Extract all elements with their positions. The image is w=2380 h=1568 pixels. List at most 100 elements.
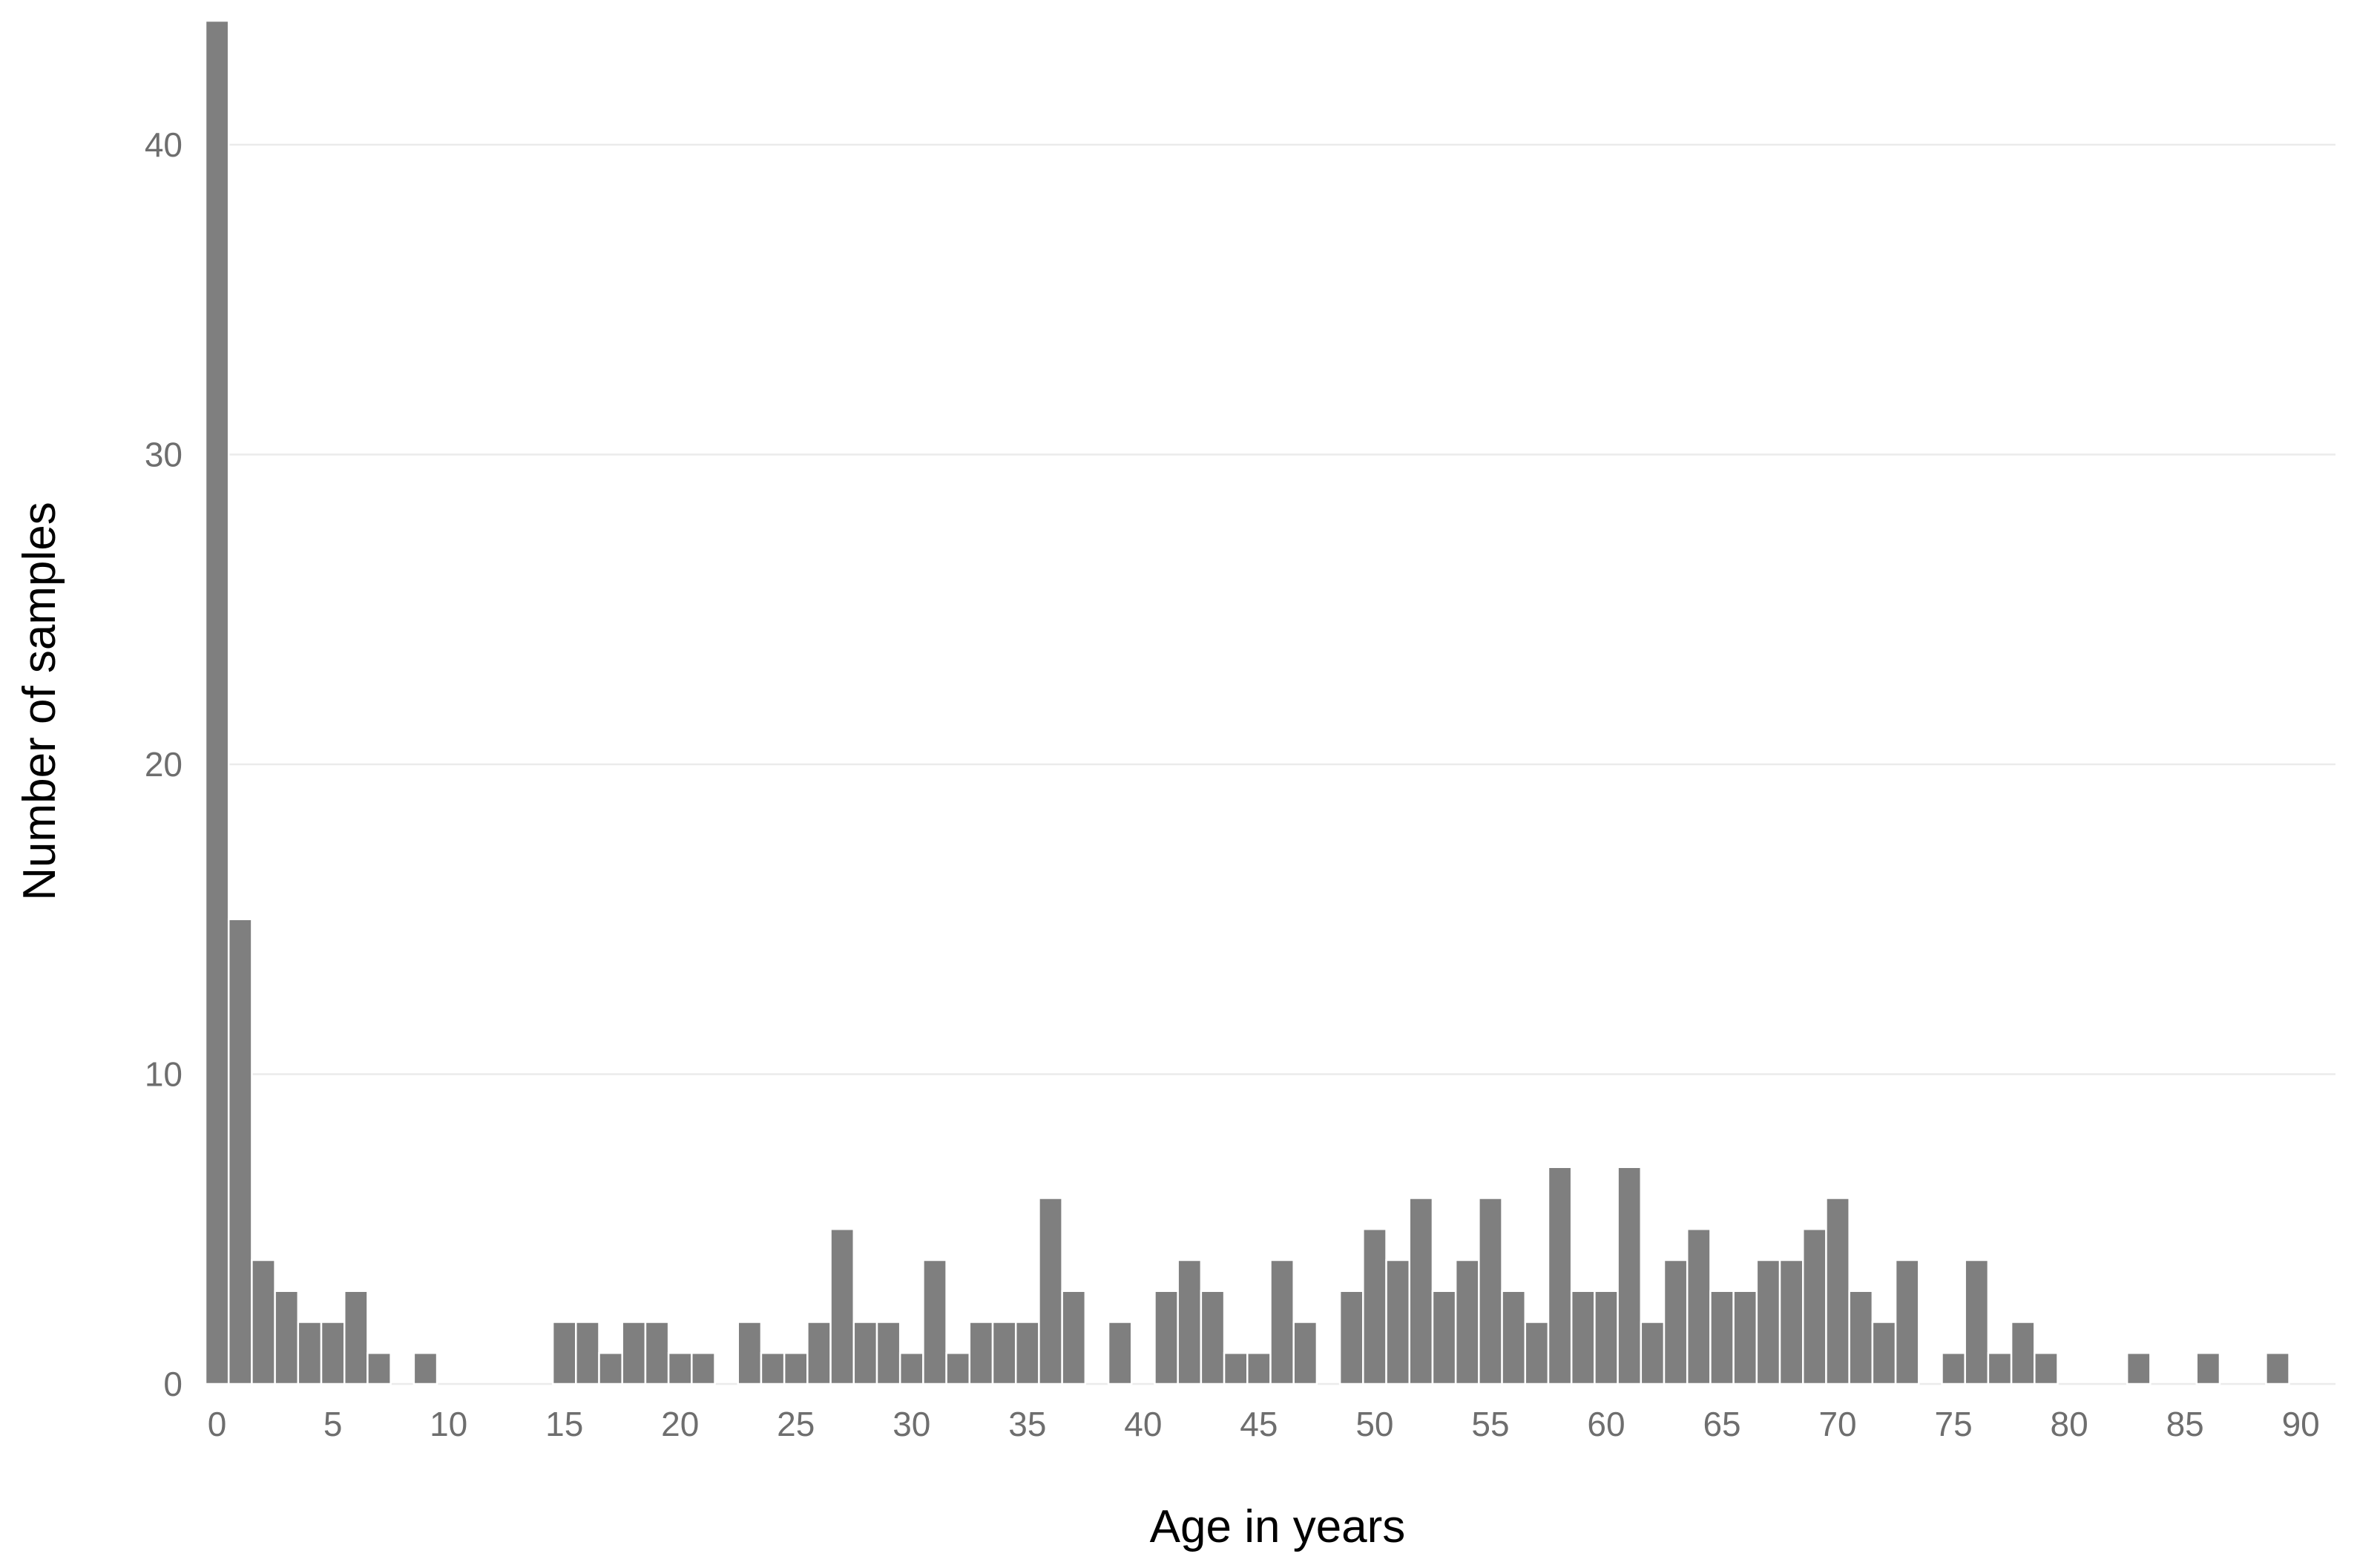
bar-age-66 <box>1732 1290 1758 1385</box>
bar-age-39 <box>1107 1321 1133 1385</box>
x-tick-label: 50 <box>1355 1405 1393 1443</box>
gridlines <box>206 143 2335 1385</box>
bar-age-57 <box>1524 1321 1550 1385</box>
bar-age-4 <box>297 1321 323 1385</box>
bar-age-53 <box>1431 1290 1457 1385</box>
bar-age-15 <box>551 1321 577 1385</box>
x-tick-label: 20 <box>661 1405 699 1443</box>
bar-age-21 <box>691 1352 716 1385</box>
bar-age-30 <box>898 1352 924 1385</box>
y-tick-label: 30 <box>145 436 183 474</box>
bar-age-1 <box>227 918 253 1385</box>
bar-age-2 <box>251 1259 276 1385</box>
bar-age-34 <box>991 1321 1017 1385</box>
bar-age-49 <box>1338 1290 1364 1385</box>
bar-age-54 <box>1454 1259 1480 1385</box>
bar-age-37 <box>1061 1290 1087 1385</box>
bar-age-27 <box>829 1228 855 1385</box>
bar-age-26 <box>806 1321 832 1385</box>
bar-age-20 <box>667 1352 693 1385</box>
bar-age-71 <box>1848 1290 1874 1385</box>
y-tick-label: 0 <box>163 1365 183 1403</box>
bar-age-78 <box>2010 1321 2036 1385</box>
x-tick-label: 45 <box>1240 1405 1278 1443</box>
bar-age-46 <box>1269 1259 1295 1385</box>
bar-age-70 <box>1825 1197 1850 1385</box>
bar-age-75 <box>1941 1352 1966 1385</box>
bar-age-45 <box>1246 1352 1272 1385</box>
bar-age-86 <box>2195 1352 2221 1385</box>
bar-age-50 <box>1362 1228 1387 1385</box>
y-axis-title: Number of samples <box>14 502 65 901</box>
y-axis-ticks: 0 10 20 30 40 <box>145 125 183 1403</box>
bar-age-23 <box>737 1321 763 1385</box>
bar-age-42 <box>1177 1259 1203 1385</box>
x-tick-label: 5 <box>323 1405 343 1443</box>
bar-age-67 <box>1755 1259 1781 1385</box>
bar-age-19 <box>644 1321 670 1385</box>
x-tick-label: 85 <box>2166 1405 2204 1443</box>
bar-age-79 <box>2034 1352 2059 1385</box>
x-tick-label: 0 <box>208 1405 227 1443</box>
bar-age-56 <box>1501 1290 1527 1385</box>
y-tick-label: 40 <box>145 125 183 164</box>
x-axis-ticks: 0 5 10 15 20 25 30 35 40 45 50 55 60 65 70 75 80 85 90 <box>208 1405 2320 1443</box>
bar-age-47 <box>1292 1321 1318 1385</box>
bar-age-68 <box>1778 1259 1804 1385</box>
bar-age-61 <box>1617 1166 1643 1385</box>
bar-age-43 <box>1200 1290 1226 1385</box>
bar-age-52 <box>1408 1197 1434 1385</box>
x-tick-label: 70 <box>1818 1405 1856 1443</box>
bar-age-59 <box>1570 1290 1596 1385</box>
bar-age-63 <box>1663 1259 1689 1385</box>
x-tick-label: 75 <box>1935 1405 1973 1443</box>
x-tick-label: 65 <box>1703 1405 1740 1443</box>
bar-age-72 <box>1871 1321 1897 1385</box>
bar-age-89 <box>2265 1352 2290 1385</box>
bar-age-9 <box>412 1352 438 1385</box>
bar-age-18 <box>621 1321 647 1385</box>
bar-age-5 <box>320 1321 346 1385</box>
x-tick-label: 25 <box>777 1405 815 1443</box>
bar-age-76 <box>1964 1259 1990 1385</box>
bar-age-83 <box>2126 1352 2151 1385</box>
bar-age-60 <box>1594 1290 1619 1385</box>
bar-age-7 <box>366 1352 392 1385</box>
x-tick-label: 55 <box>1471 1405 1509 1443</box>
bar-age-31 <box>922 1259 947 1385</box>
bar-age-64 <box>1686 1228 1712 1385</box>
bar-age-24 <box>760 1352 786 1385</box>
x-axis-title: Age in years <box>1150 1501 1406 1552</box>
bar-age-41 <box>1154 1290 1179 1385</box>
bar-age-35 <box>1014 1321 1040 1385</box>
bar-age-65 <box>1709 1290 1735 1385</box>
bar-age-17 <box>598 1352 623 1385</box>
bars <box>204 19 2290 1385</box>
bar-age-32 <box>945 1352 971 1385</box>
bar-age-58 <box>1547 1166 1573 1385</box>
x-tick-label: 60 <box>1587 1405 1625 1443</box>
x-tick-label: 30 <box>892 1405 930 1443</box>
x-tick-label: 10 <box>430 1405 467 1443</box>
x-tick-label: 40 <box>1124 1405 1162 1443</box>
bar-age-29 <box>875 1321 901 1385</box>
y-tick-label: 20 <box>145 745 183 784</box>
x-tick-label: 90 <box>2282 1405 2320 1443</box>
x-tick-label: 15 <box>545 1405 583 1443</box>
bar-age-25 <box>783 1352 809 1385</box>
bar-age-0 <box>204 19 230 1385</box>
bar-age-28 <box>852 1321 878 1385</box>
x-tick-label: 35 <box>1008 1405 1046 1443</box>
bar-age-16 <box>575 1321 600 1385</box>
bar-age-3 <box>274 1290 300 1385</box>
bar-age-51 <box>1385 1259 1410 1385</box>
bar-age-33 <box>968 1321 994 1385</box>
y-tick-label: 10 <box>145 1055 183 1094</box>
bar-age-36 <box>1038 1197 1063 1385</box>
bar-age-73 <box>1894 1259 1920 1385</box>
bar-age-69 <box>1802 1228 1827 1385</box>
bar-age-6 <box>343 1290 369 1385</box>
bar-age-44 <box>1223 1352 1249 1385</box>
bar-age-62 <box>1640 1321 1666 1385</box>
